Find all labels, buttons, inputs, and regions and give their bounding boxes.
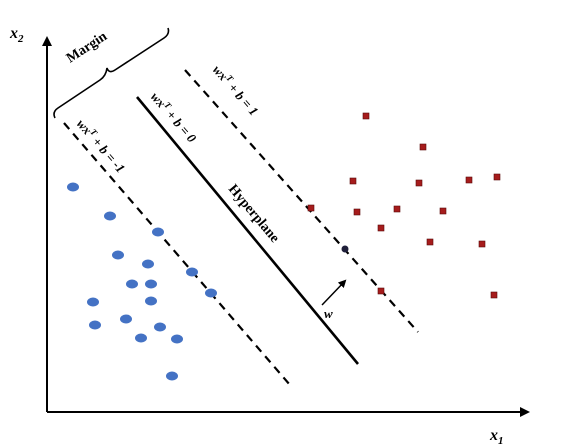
negative-point (142, 259, 154, 269)
positive-point (490, 291, 498, 299)
x2-axis-label: x2 (9, 25, 24, 45)
negative-point (104, 211, 116, 221)
negative-margin-line (63, 122, 291, 386)
positive-point (362, 112, 370, 120)
positive-point (426, 238, 434, 246)
negative-point (186, 267, 198, 277)
negative-point (135, 333, 147, 343)
hyperplane-line (135, 96, 360, 365)
class-positive-points (307, 112, 501, 299)
class-negative-points (67, 182, 217, 381)
negative-point (87, 297, 99, 307)
positive-point (349, 177, 357, 185)
positive-margin-line (184, 69, 419, 333)
negative-point (154, 322, 166, 332)
positive-point (465, 176, 473, 184)
positive-point (393, 205, 401, 213)
positive-point (478, 240, 486, 248)
negative-point (120, 314, 132, 324)
negative-point (126, 279, 138, 289)
positive-point (493, 173, 501, 181)
x1-axis-label: x1 (489, 427, 504, 447)
negative-point (145, 279, 157, 289)
negative-point (171, 334, 183, 344)
margin-label: Margin (64, 29, 110, 66)
positive-point (307, 204, 315, 212)
positive-point (439, 207, 447, 215)
w-vector-arrow (321, 279, 347, 306)
negative-point (89, 320, 101, 330)
negative-point (145, 296, 157, 306)
positive-point (353, 208, 361, 216)
negative-point (67, 182, 79, 192)
positive-point (415, 179, 423, 187)
equation-zero: wxT + b = 0 (148, 88, 201, 145)
positive-point (377, 224, 385, 232)
positive-point (377, 287, 385, 295)
support-vector-point (341, 245, 349, 253)
w-vector-label: w (324, 306, 333, 321)
margin-brace (53, 27, 170, 119)
negative-point (152, 227, 164, 237)
equation-positive: wxT + b = 1 (210, 61, 262, 118)
positive-point (419, 143, 427, 151)
negative-point (205, 288, 217, 298)
negative-point (112, 250, 124, 260)
negative-point (166, 371, 178, 381)
